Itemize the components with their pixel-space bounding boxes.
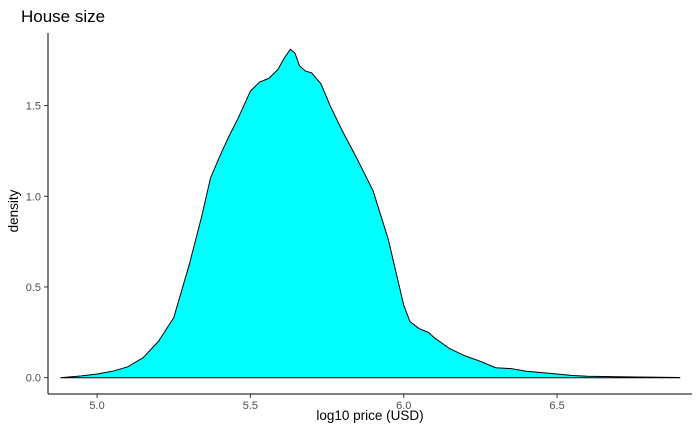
x-axis-title: log10 price (USD) — [316, 408, 423, 423]
y-axis-title: density — [6, 189, 21, 232]
x-axis-ticks: 5.0 5.5 6.0 6.5 — [89, 394, 565, 412]
y-axis-ticks: 0.0 0.5 1.0 1.5 — [26, 101, 48, 385]
y-tick-label: 1.0 — [26, 191, 41, 203]
x-tick-label: 6.5 — [549, 400, 564, 412]
plot-area — [60, 48, 681, 379]
y-tick-label: 0.0 — [26, 373, 41, 385]
density-area — [60, 49, 680, 378]
x-tick-label: 6.0 — [396, 400, 411, 412]
y-tick-label: 1.5 — [26, 101, 41, 113]
x-tick-label: 5.5 — [243, 400, 258, 412]
chart-title: House size — [21, 7, 105, 26]
density-outline — [60, 48, 681, 379]
x-tick-label: 5.0 — [89, 400, 104, 412]
y-tick-label: 0.5 — [26, 282, 41, 294]
